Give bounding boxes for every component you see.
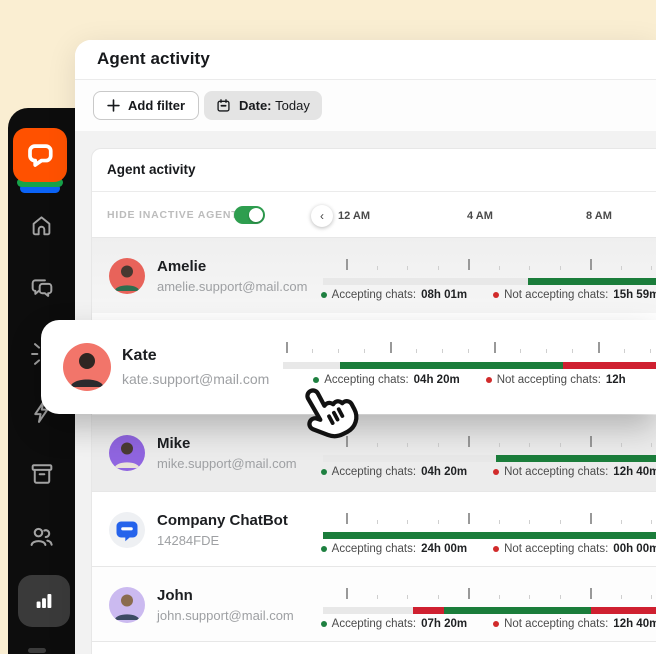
panel-header: Agent activity: [75, 40, 656, 79]
agent-email: mike.support@mail.com: [157, 456, 297, 471]
logo-tile: [13, 128, 67, 182]
lightning-icon: [33, 401, 48, 423]
agent-row-partial: [92, 641, 656, 654]
home-icon: [32, 216, 51, 236]
sidebar-item-home[interactable]: [8, 212, 75, 239]
section-title: Agent activity: [107, 162, 196, 177]
timeline: Accepting chats: 07h 20m Not accepting ch…: [320, 567, 656, 641]
speech-bubble-icon: [28, 144, 53, 167]
availability-bar: [323, 455, 656, 462]
green-dot-icon: [320, 546, 327, 552]
filter-bar: Add filter Date: Today: [75, 80, 656, 131]
archive-box-icon: [31, 464, 52, 484]
agent-name: Amelie: [157, 258, 207, 275]
row-legend: Accepting chats: 08h 01m Not accepting ch…: [320, 289, 656, 301]
logo-blue-layer: [20, 184, 60, 193]
row-legend: Accepting chats: 04h 20m Not accepting ch…: [320, 466, 656, 478]
agent-name: Company ChatBot: [157, 512, 288, 529]
agent-name: John: [157, 587, 193, 604]
team-icon: [30, 527, 53, 546]
agent-row-chatbot[interactable]: Company ChatBot 14284FDE Accepting chats…: [92, 491, 656, 566]
agent-name: Mike: [157, 435, 191, 452]
red-dot-icon: [493, 621, 500, 627]
add-filter-label: Add filter: [128, 98, 186, 113]
sidebar-item-reports-active[interactable]: [18, 575, 70, 627]
timeline-ruler: [283, 341, 656, 353]
availability-bar: [323, 278, 656, 285]
plus-icon: [107, 99, 120, 112]
time-label-8am: 8 AM: [586, 210, 612, 222]
person-avatar-icon: [114, 442, 140, 468]
sidebar-item-automation[interactable]: [8, 398, 75, 426]
availability-bar: [323, 532, 656, 539]
logo-green-layer: [17, 178, 63, 187]
sidebar-item-chats[interactable]: [8, 274, 75, 302]
red-dot-icon: [493, 546, 500, 552]
list-controls: HIDE INACTIVE AGENTS ‹ 12 AM 4 AM 8 AM: [92, 192, 656, 237]
timeline-ruler: [323, 435, 656, 447]
timeline-ruler: [323, 512, 656, 524]
divider: [92, 191, 656, 192]
availability-bar: [323, 607, 656, 614]
red-dot-icon: [493, 469, 500, 475]
avatar: [109, 512, 145, 548]
row-legend: Accepting chats: 07h 20m Not accepting ch…: [320, 618, 656, 630]
avatar: [109, 587, 145, 623]
green-dot-icon: [320, 469, 327, 475]
add-filter-button[interactable]: Add filter: [93, 91, 200, 120]
agent-row-kate-floating[interactable]: Kate kate.support@mail.com Accepting cha…: [41, 320, 656, 414]
livechat-logo[interactable]: [12, 118, 70, 194]
green-dot-icon: [320, 292, 327, 298]
avatar: [109, 258, 145, 294]
timeline: Accepting chats: 04h 20m Not accepting ch…: [283, 320, 656, 414]
agent-email: john.support@mail.com: [157, 608, 294, 623]
row-legend: Accepting chats: 24h 00m Not accepting ch…: [320, 543, 656, 555]
avatar: [109, 435, 145, 471]
time-label-12am: 12 AM: [338, 210, 370, 222]
time-label-4am: 4 AM: [467, 210, 493, 222]
date-filter-button[interactable]: Date: Today: [204, 91, 322, 120]
bar-chart-icon: [36, 593, 52, 609]
red-dot-icon: [493, 292, 500, 298]
timeline-ruler: [323, 258, 656, 270]
date-filter-text: Date: Today: [239, 98, 310, 113]
toggle-knob: [249, 208, 263, 222]
sidebar-item-partial: [28, 648, 46, 653]
person-avatar-icon: [114, 594, 140, 620]
agent-email: kate.support@mail.com: [122, 371, 270, 387]
sidebar-item-team[interactable]: [8, 522, 75, 551]
chat-bubbles-icon: [31, 279, 52, 297]
timeline-ruler: [323, 587, 656, 599]
hide-inactive-toggle[interactable]: [234, 206, 265, 224]
agent-row-mike[interactable]: Mike mike.support@mail.com Accepting cha…: [92, 415, 656, 491]
availability-bar: [283, 362, 656, 369]
divider: [75, 79, 656, 80]
person-avatar-icon: [114, 265, 140, 291]
hide-inactive-label: HIDE INACTIVE AGENTS: [107, 209, 247, 221]
person-avatar-icon: [70, 353, 104, 387]
panel-body: Agent activity HIDE INACTIVE AGENTS ‹ 12…: [75, 131, 656, 654]
timeline-back-button[interactable]: ‹: [311, 205, 333, 227]
avatar: [63, 343, 111, 391]
timeline: Accepting chats: 04h 20m Not accepting ch…: [320, 415, 656, 491]
red-dot-icon: [485, 377, 492, 383]
main-panel: Agent activity Add filter Date: Today: [75, 40, 656, 654]
agent-row-amelie[interactable]: Amelie amelie.support@mail.com Accepting…: [92, 237, 656, 313]
sidebar-item-archives[interactable]: [8, 460, 75, 488]
agent-email: amelie.support@mail.com: [157, 279, 308, 294]
timeline: Accepting chats: 24h 00m Not accepting ch…: [320, 492, 656, 566]
green-dot-icon: [320, 621, 327, 627]
timeline: Accepting chats: 08h 01m Not accepting ch…: [320, 238, 656, 313]
chatbot-avatar-icon: [116, 521, 138, 542]
agent-row-john[interactable]: John john.support@mail.com Accepting cha…: [92, 566, 656, 641]
agent-id: 14284FDE: [157, 533, 220, 548]
calendar-icon: [217, 99, 230, 112]
green-dot-icon: [313, 377, 320, 383]
agent-name: Kate: [122, 347, 157, 364]
row-legend: Accepting chats: 04h 20m Not accepting ch…: [283, 374, 656, 386]
page-title: Agent activity: [97, 49, 210, 68]
